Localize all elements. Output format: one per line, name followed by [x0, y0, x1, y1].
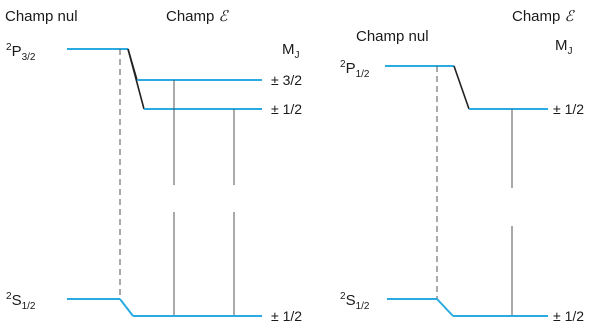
right-upper-term-letter: P — [345, 60, 356, 77]
left-upper-term-sup: 2 — [6, 42, 12, 53]
left-value-1-2-lower: ± 1/2 — [271, 308, 303, 324]
right-header-field: Champ ℰ — [512, 7, 574, 25]
right-value-1-2-upper: ± 1/2 — [553, 101, 585, 117]
right-mj-label: MJ — [555, 38, 573, 57]
left-header-field: Champ ℰ — [166, 7, 228, 25]
left-s-connector — [119, 298, 134, 317]
left-lower-term: 2S1/2 — [6, 292, 35, 312]
left-lower-term-letter: S — [11, 292, 22, 309]
left-mj-sub: J — [294, 50, 300, 61]
left-upper-term-letter: P — [11, 43, 22, 60]
right-upper-term: 2P1/2 — [340, 60, 369, 80]
right-value-1-2-lower: ± 1/2 — [553, 308, 585, 324]
left-header-zero-field: Champ nul — [5, 8, 78, 25]
right-header-field-word: Champ — [512, 8, 561, 25]
left-value-3-2: ± 3/2 — [271, 72, 303, 88]
right-upper-term-sub: 1/2 — [355, 69, 370, 80]
right-lower-term-sub: 1/2 — [355, 301, 370, 312]
left-p-split-connector-lower — [127, 48, 145, 110]
right-lower-term-sup: 2 — [340, 291, 346, 302]
right-header-field-symbol: ℰ — [564, 7, 574, 25]
left-header-field-word: Champ — [166, 8, 215, 25]
left-upper-term: 2P3/2 — [6, 43, 35, 63]
right-s-connector — [436, 298, 454, 317]
right-header-zero-field: Champ nul — [356, 28, 429, 45]
left-lower-term-sub: 1/2 — [21, 301, 36, 312]
right-lower-term-letter: S — [345, 292, 356, 309]
right-upper-term-sup: 2 — [340, 59, 346, 70]
left-upper-term-sub: 3/2 — [21, 52, 36, 63]
left-mj-label: MJ — [282, 42, 300, 61]
right-mj-sub: J — [567, 46, 573, 57]
left-lower-term-sup: 2 — [6, 291, 12, 302]
right-mj-letter: M — [555, 37, 568, 54]
right-p-split-connector — [453, 65, 470, 110]
left-mj-letter: M — [282, 41, 295, 58]
left-value-1-2-upper: ± 1/2 — [271, 101, 303, 117]
left-header-field-symbol: ℰ — [218, 7, 228, 25]
right-lower-term: 2S1/2 — [340, 292, 369, 312]
